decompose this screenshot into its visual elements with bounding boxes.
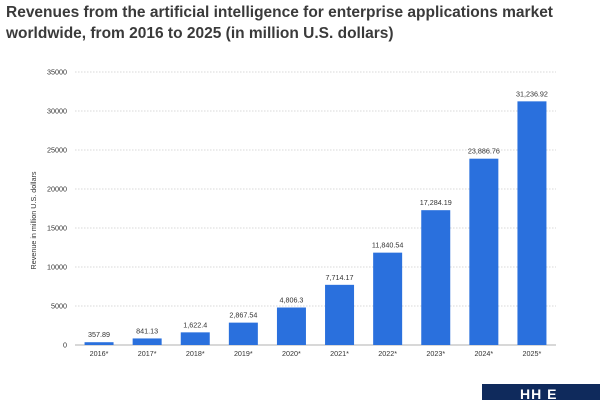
x-tick-label: 2020* xyxy=(282,349,301,358)
x-tick-labels: 2016* 2017* 2018* 2019* 2020* 2021* 2022* 2023*… xyxy=(90,349,542,358)
y-tick-label: 35000 xyxy=(47,68,67,77)
y-tick-labels: 0 5000 10000 15000 20000 25000 30000 35000 xyxy=(47,68,67,350)
bar-value-label: 7,714.17 xyxy=(326,273,354,282)
x-tick-label: 2023* xyxy=(426,349,445,358)
y-tick-label: 10000 xyxy=(47,263,67,272)
bar-2018 xyxy=(180,332,210,345)
y-tick-label: 0 xyxy=(63,341,67,350)
chart-title: Revenues from the artificial intelligenc… xyxy=(6,4,553,42)
brand-logo xyxy=(482,384,600,400)
bar-2025 xyxy=(517,101,547,345)
bar-2020 xyxy=(276,307,306,345)
bar-value-label: 23,886.76 xyxy=(468,147,500,156)
x-tick-label: 2018* xyxy=(186,349,205,358)
brand-logo-text: HH E xyxy=(520,386,558,402)
bar-value-label: 4,806.3 xyxy=(279,296,303,305)
x-tick-label: 2019* xyxy=(234,349,253,358)
bar-value-label: 357.89 xyxy=(88,330,110,339)
bar-value-label: 1,622.4 xyxy=(183,320,207,329)
y-tick-label: 30000 xyxy=(47,107,67,116)
y-tick-label: 20000 xyxy=(47,185,67,194)
bars xyxy=(84,101,547,345)
bar-value-label: 11,840.54 xyxy=(372,241,403,250)
bar-value-label: 841.13 xyxy=(136,326,158,335)
y-tick-label: 15000 xyxy=(47,224,67,233)
x-tick-label: 2021* xyxy=(330,349,349,358)
value-labels: 357.89 841.13 1,622.4 2,867.54 4,806.3 7,714.… xyxy=(88,89,548,339)
bar-2023 xyxy=(421,210,451,345)
x-tick-label: 2022* xyxy=(378,349,397,358)
bar-2019 xyxy=(228,322,258,345)
bar-value-label: 31,236.92 xyxy=(516,89,548,98)
bar-2024 xyxy=(469,158,499,345)
bar-2016 xyxy=(84,342,114,345)
x-tick-label: 2017* xyxy=(138,349,157,358)
bar-2022 xyxy=(373,252,403,345)
bar-2021 xyxy=(325,284,355,345)
bar-value-label: 2,867.54 xyxy=(229,311,257,320)
y-axis-label: Revenue in million U.S. dollars xyxy=(29,171,38,269)
x-tick-label: 2016* xyxy=(90,349,109,358)
x-tick-label: 2025* xyxy=(523,349,542,358)
x-tick-label: 2024* xyxy=(474,349,493,358)
bar-2017 xyxy=(132,338,162,345)
y-tick-label: 5000 xyxy=(51,302,67,311)
bar-value-label: 17,284.19 xyxy=(420,198,452,207)
y-tick-label: 25000 xyxy=(47,146,67,155)
